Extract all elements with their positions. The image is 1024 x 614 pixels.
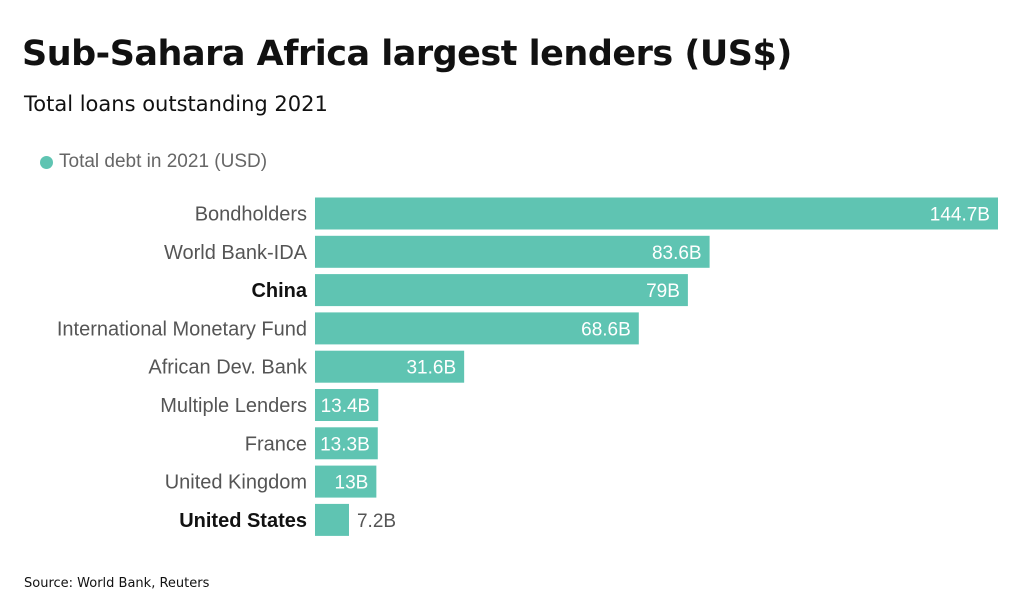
value-label: 144.7B [930, 205, 990, 226]
value-label: 7.2B [357, 511, 396, 532]
value-label: 13.3B [320, 434, 370, 455]
value-label: 13.4B [321, 396, 371, 417]
bar-african-dev-bank [315, 350, 465, 383]
source-note: Source: World Bank, Reuters [24, 576, 210, 591]
bar-international-monetary-fund [315, 312, 639, 345]
value-label: 83.6B [652, 243, 702, 264]
value-label: 79B [646, 281, 680, 302]
category-label: China [251, 280, 307, 302]
category-label: International Monetary Fund [57, 318, 307, 340]
legend: Total debt in 2021 (USD) [40, 151, 267, 173]
bar-united-states [315, 503, 349, 536]
value-label: 13B [335, 473, 369, 494]
value-label: 68.6B [581, 319, 631, 340]
category-label: United Kingdom [165, 472, 307, 494]
bar-united-kingdom [315, 465, 377, 498]
legend-marker [40, 155, 53, 169]
chart-subtitle: Total loans outstanding 2021 [24, 92, 328, 116]
category-label: France [245, 433, 307, 455]
bar-china [315, 274, 688, 307]
value-label: 31.6B [406, 358, 456, 379]
legend-label: Total debt in 2021 (USD) [59, 151, 268, 172]
category-label: African Dev. Bank [148, 357, 308, 379]
bar-multiple-lenders [315, 389, 379, 421]
bar-bondholders [315, 197, 998, 230]
category-label: Multiple Lenders [160, 395, 307, 417]
bar-france [315, 427, 378, 460]
category-label: World Bank-IDA [164, 242, 308, 264]
bar-chart: Bondholders 144.7B World Bank-IDA 83.6B Chin… [57, 197, 998, 536]
bar-world-bank-ida [315, 235, 710, 268]
chart-title: Sub-Sahara Africa largest lenders (US$) [22, 34, 792, 74]
category-label: United States [179, 510, 307, 532]
category-label: Bondholders [195, 204, 307, 226]
